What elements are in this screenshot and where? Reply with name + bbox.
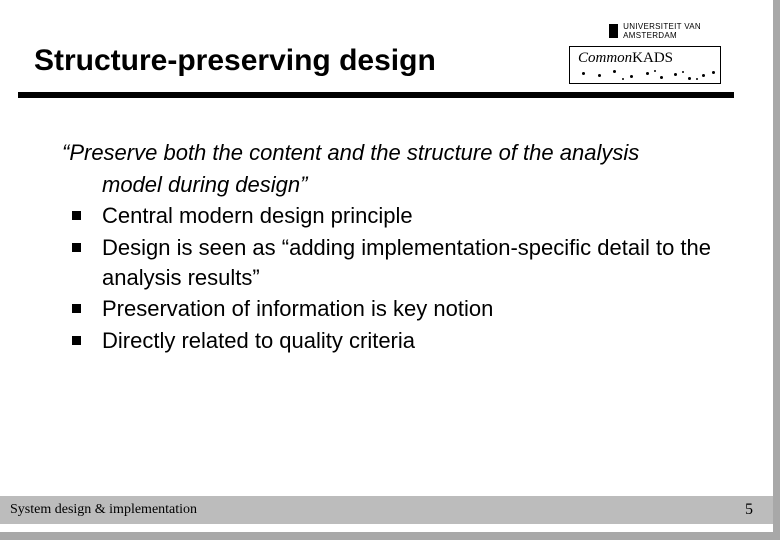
list-item: Directly related to quality criteria (102, 326, 722, 356)
uva-text: UNIVERSITEIT VAN AMSTERDAM (623, 22, 725, 40)
ck-suffix: KADS (632, 50, 673, 66)
right-shadow-strip (773, 0, 780, 540)
footer-left-text: System design & implementation (10, 502, 197, 518)
footer-bar: System design & implementation 5 (0, 496, 773, 524)
uva-logo: UNIVERSITEIT VAN AMSTERDAM (569, 22, 725, 40)
quote-line-2: model during design” (62, 170, 722, 200)
title-divider (18, 92, 734, 98)
slide: Structure-preserving design UNIVERSITEIT… (0, 0, 773, 532)
uva-crest-icon (609, 24, 618, 38)
page-title: Structure-preserving design (34, 44, 436, 78)
commonkads-text: CommonKADS (578, 50, 712, 67)
commonkads-dots-icon (578, 68, 712, 82)
title-text: Structure-preserving design (34, 44, 436, 77)
ck-prefix: Common (578, 50, 632, 66)
bullet-list: Central modern design principle Design i… (62, 201, 722, 355)
list-item: Central modern design principle (102, 201, 722, 231)
quote-line-1: “Preserve both the content and the struc… (62, 138, 722, 168)
logo-block: UNIVERSITEIT VAN AMSTERDAM CommonKADS (569, 22, 725, 84)
content-body: “Preserve both the content and the struc… (62, 138, 722, 358)
list-item: Preservation of information is key notio… (102, 294, 722, 324)
list-item: Design is seen as “adding implementation… (102, 233, 722, 292)
commonkads-logo: CommonKADS (569, 46, 721, 84)
page-number: 5 (745, 501, 753, 519)
bottom-shadow-strip (0, 532, 780, 540)
